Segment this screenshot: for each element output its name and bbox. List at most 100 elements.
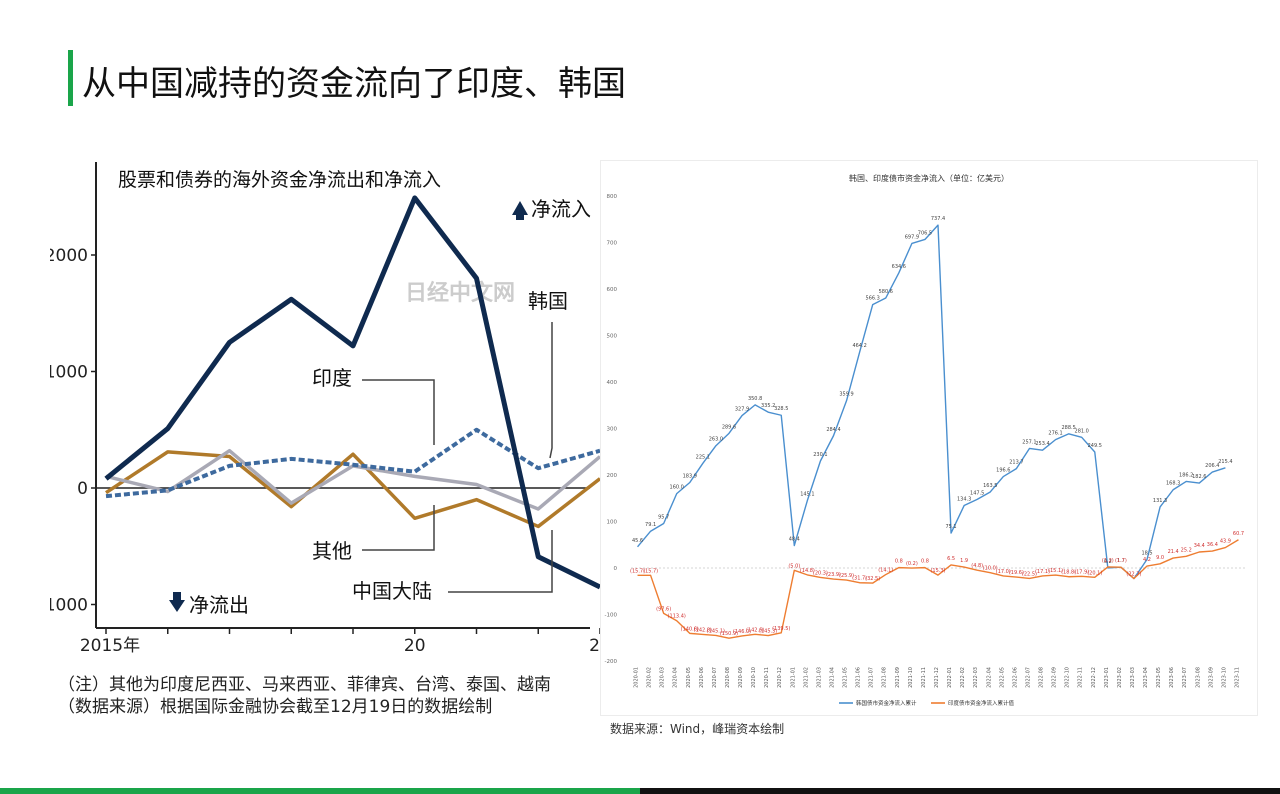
right-data-label: 168.3 (1166, 481, 1180, 487)
right-data-label: 134.3 (957, 497, 971, 503)
right-data-label: 131.3 (1153, 498, 1167, 504)
left-series-leader-line (362, 379, 435, 445)
right-data-label: 0.8 (921, 559, 929, 565)
right-data-label: (14.1) (878, 568, 893, 574)
right-data-label: 327.9 (735, 407, 749, 413)
right-data-label: 95.7 (658, 514, 669, 520)
right-x-tick-label: 2020-11 (764, 667, 770, 688)
right-x-tick-label: 2022-05 (999, 667, 1005, 688)
outflow-text: 净流出 (189, 593, 249, 617)
right-data-label: 206.4 (1205, 463, 1219, 469)
right-x-tick-label: 2022-04 (986, 667, 992, 688)
left-series-label: 韩国 (528, 289, 568, 313)
right-data-label: 60.7 (1233, 531, 1244, 537)
right-x-tick-label: 2023-10 (1221, 667, 1227, 688)
footer-bar-dark (640, 788, 1280, 794)
right-x-tick-label: 2021-04 (829, 667, 835, 688)
right-x-tick-label: 2022-09 (1052, 667, 1058, 688)
right-x-tick-label: 2022-07 (1025, 667, 1031, 688)
right-data-label: (15.3) (930, 568, 945, 574)
left-y-tick-label: 1000 (50, 363, 88, 383)
right-y-tick-label: 400 (607, 380, 618, 386)
footer-bar-green (0, 788, 640, 794)
right-data-label: 263.0 (709, 437, 723, 443)
right-x-tick-label: 2020-04 (673, 667, 679, 688)
right-x-tick-label: 2020-08 (725, 667, 731, 688)
right-series-line (636, 224, 1226, 580)
right-data-label: 21.4 (1168, 549, 1179, 555)
left-series-label: 中国大陆 (352, 579, 432, 603)
right-data-label: 0.2 (1104, 559, 1112, 565)
right-data-label: (25.9) (839, 573, 854, 579)
right-data-label: (15.7) (643, 568, 658, 574)
right-x-tick-label: 2020-05 (686, 667, 692, 688)
right-x-tick-label: 2021-02 (803, 667, 809, 688)
right-x-tick-label: 2023-06 (1169, 667, 1175, 688)
right-y-tick-label: -100 (605, 613, 618, 619)
title-accent-bar (68, 50, 73, 106)
right-data-label: 335.2 (761, 403, 775, 409)
right-data-label: 359.9 (839, 392, 853, 398)
right-data-label: (142.6) (746, 627, 764, 633)
right-data-label: 289.6 (722, 424, 736, 430)
right-x-tick-label: 2023-04 (1143, 667, 1149, 688)
right-chart-axes: -200 -100 0 100 200 300 400 500 600 700 800 2020-01… (605, 194, 1245, 688)
left-x-tick-label: 2015年 (80, 636, 140, 656)
left-chart-title: 股票和债券的海外资金净流出和净流入 (118, 169, 441, 191)
right-data-label: (19.6) (1009, 570, 1024, 576)
right-data-label: 634.6 (892, 264, 906, 270)
right-data-label: 697.9 (905, 234, 919, 240)
right-data-label: (140.6) (681, 626, 699, 632)
right-x-tick-label: 2022-10 (1065, 667, 1071, 688)
right-data-label: 6.5 (947, 556, 955, 562)
right-chart-legend: 韩国债市资金净流入累计 印度债市资金净流入累计值 (839, 699, 1015, 707)
right-y-tick-label: 800 (607, 194, 618, 200)
right-data-label: 249.5 (1088, 443, 1102, 449)
right-data-label: 225.1 (696, 454, 710, 460)
right-data-label: 160.0 (670, 485, 684, 491)
right-data-label: (15.1) (1048, 568, 1063, 574)
outflow-label: 净流出 (169, 592, 249, 617)
left-chart: 股票和债券的海外资金净流出和净流入 200010000-10002015年202… (50, 162, 600, 656)
source-note: 数据来源：Wind，峰瑞资本绘制 (610, 722, 785, 736)
right-x-tick-label: 2021-12 (934, 667, 940, 688)
right-data-label: (97.6) (656, 606, 671, 612)
right-data-label: 9.0 (1156, 555, 1164, 561)
right-data-label: (22.7) (1126, 572, 1141, 578)
right-x-tick-label: 2023-05 (1156, 667, 1162, 688)
right-x-tick-label: 2022-11 (1078, 667, 1084, 688)
right-data-label: 328.5 (774, 406, 788, 412)
right-chart-title: 韩国、印度债市资金净流入（单位：亿美元） (849, 173, 1009, 183)
right-x-tick-label: 2022-12 (1091, 667, 1097, 688)
right-x-tick-label: 2023-08 (1195, 667, 1201, 688)
right-data-label: (15.7) (630, 568, 645, 574)
right-data-label: (14.8) (800, 568, 815, 574)
right-data-label: 183.9 (683, 473, 697, 479)
right-data-label: 186.2 (1179, 472, 1193, 478)
right-data-label: 25.2 (1181, 547, 1192, 553)
right-y-tick-label: 300 (607, 427, 618, 433)
right-data-label: 145.1 (800, 492, 814, 498)
right-data-label: 48.4 (789, 536, 800, 542)
right-data-label: (17.1) (1035, 569, 1050, 575)
right-x-tick-label: 2021-08 (882, 667, 888, 688)
right-data-label: 1.9 (960, 558, 968, 564)
right-x-tick-label: 2021-01 (790, 667, 796, 688)
left-chart-series (104, 195, 600, 590)
right-data-label: 196.6 (996, 468, 1010, 474)
left-series-label-bg (308, 365, 358, 392)
right-data-label: (17.0) (996, 569, 1011, 575)
right-data-label: 281.0 (1075, 428, 1089, 434)
right-y-tick-label: 200 (607, 473, 618, 479)
left-series-label-bg (308, 538, 358, 565)
right-data-label: 350.8 (748, 396, 762, 402)
right-data-label: 18.5 (1141, 550, 1152, 556)
right-data-label: 1.7 (1117, 558, 1125, 564)
right-y-tick-label: 700 (607, 241, 618, 247)
right-x-tick-label: 2020-01 (634, 667, 640, 688)
right-data-label: (150.9) (720, 631, 738, 637)
right-x-tick-label: 2021-11 (921, 667, 927, 688)
right-data-label: (145.3) (759, 629, 777, 635)
right-y-tick-label: -200 (605, 659, 618, 665)
left-series-line (105, 427, 600, 499)
